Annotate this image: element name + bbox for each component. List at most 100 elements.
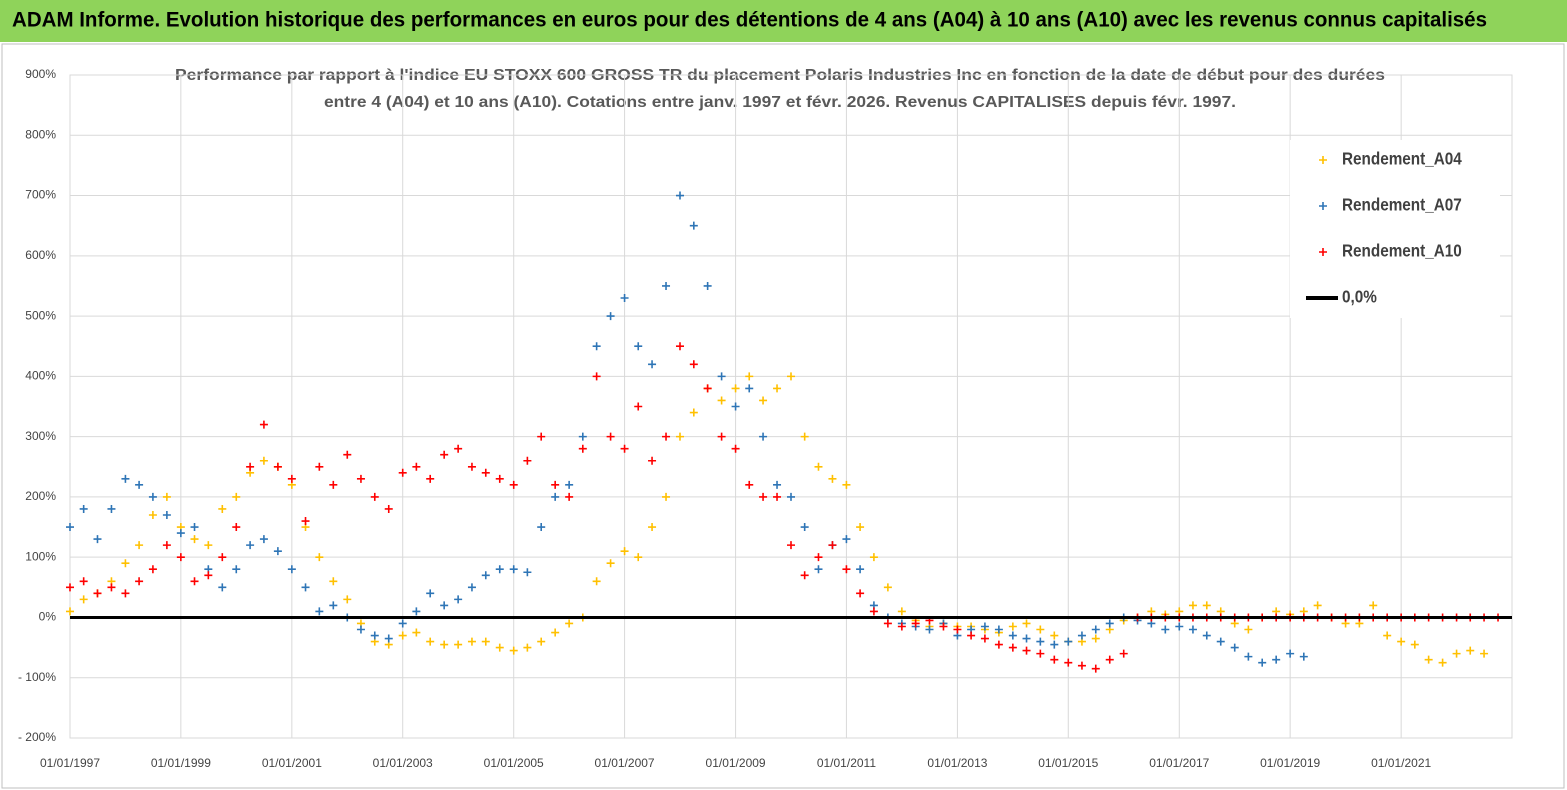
point (773, 384, 782, 393)
x-tick-label: 01/01/1999 (151, 756, 211, 770)
point (787, 541, 795, 550)
x-tick-label: 01/01/2017 (1149, 756, 1209, 770)
point (800, 523, 809, 532)
y-tick-label: 700% (25, 188, 56, 202)
point (565, 619, 574, 628)
legend-label: Rendement_A07 (1342, 195, 1462, 215)
point (994, 625, 1003, 634)
point (578, 444, 587, 453)
point (1286, 649, 1295, 658)
point (467, 462, 476, 471)
point (301, 517, 310, 526)
point (731, 402, 740, 411)
point (190, 523, 199, 532)
point (717, 372, 726, 381)
point (93, 535, 102, 544)
point (329, 577, 338, 586)
point (1091, 634, 1100, 643)
legend-swatch (1319, 156, 1327, 164)
point (869, 553, 878, 562)
point (218, 504, 227, 513)
point (135, 541, 144, 550)
point (79, 595, 88, 604)
point (759, 492, 768, 501)
point (246, 541, 255, 550)
point (592, 342, 601, 351)
x-tick-label: 01/01/2021 (1371, 756, 1431, 770)
point (800, 571, 809, 580)
point (370, 492, 379, 501)
point (745, 480, 754, 489)
point (1077, 631, 1086, 640)
point (356, 474, 365, 483)
point (814, 565, 823, 574)
point (315, 553, 324, 562)
point (1438, 658, 1447, 667)
point (398, 619, 407, 628)
point (703, 281, 712, 290)
point (162, 492, 171, 501)
y-tick-label: 200% (25, 489, 56, 503)
point (537, 637, 546, 646)
point (773, 492, 782, 501)
point (662, 281, 671, 290)
point (1064, 658, 1073, 667)
point (481, 637, 490, 646)
point (634, 342, 643, 351)
y-tick-label: - 100% (18, 670, 56, 684)
point (121, 589, 130, 598)
y-tick-label: 100% (25, 549, 56, 563)
point (66, 523, 74, 532)
chart-title: Performance par rapport à l'indice EU ST… (175, 67, 1385, 84)
point (218, 553, 227, 562)
point (523, 643, 532, 652)
point (66, 607, 74, 616)
point (162, 510, 171, 519)
point (689, 408, 698, 417)
point (121, 559, 130, 568)
point (703, 384, 712, 393)
point (634, 402, 643, 411)
header-title: ADAM Informe. Evolution historique des p… (12, 9, 1487, 32)
point (648, 456, 657, 465)
y-tick-label: 600% (25, 248, 56, 262)
point (620, 547, 629, 556)
point (731, 444, 740, 453)
point (592, 577, 601, 586)
point (787, 492, 795, 501)
point (1452, 649, 1461, 658)
y-tick-label: 400% (25, 369, 56, 383)
point (717, 396, 726, 405)
x-tick-label: 01/01/2011 (817, 756, 876, 770)
point (689, 360, 698, 369)
point (287, 565, 296, 574)
point (1022, 646, 1031, 655)
point (315, 607, 324, 616)
point (454, 444, 463, 453)
point (412, 628, 421, 637)
point (897, 622, 906, 631)
point (759, 432, 768, 441)
point (426, 589, 435, 598)
point (523, 568, 532, 577)
point (925, 625, 934, 634)
point (675, 342, 684, 351)
point (537, 432, 546, 441)
point (980, 622, 989, 631)
point (1230, 643, 1239, 652)
y-tick-label: - 200% (18, 730, 56, 744)
point (1244, 652, 1253, 661)
point (814, 553, 823, 562)
point (315, 462, 324, 471)
point (648, 523, 657, 532)
point (232, 523, 241, 532)
point (246, 462, 255, 471)
legend-swatch (1319, 202, 1327, 210)
point (606, 559, 615, 568)
point (259, 420, 268, 429)
point (412, 607, 421, 616)
point (800, 432, 809, 441)
point (121, 474, 130, 483)
point (953, 625, 962, 634)
plot-border (69, 74, 1513, 739)
